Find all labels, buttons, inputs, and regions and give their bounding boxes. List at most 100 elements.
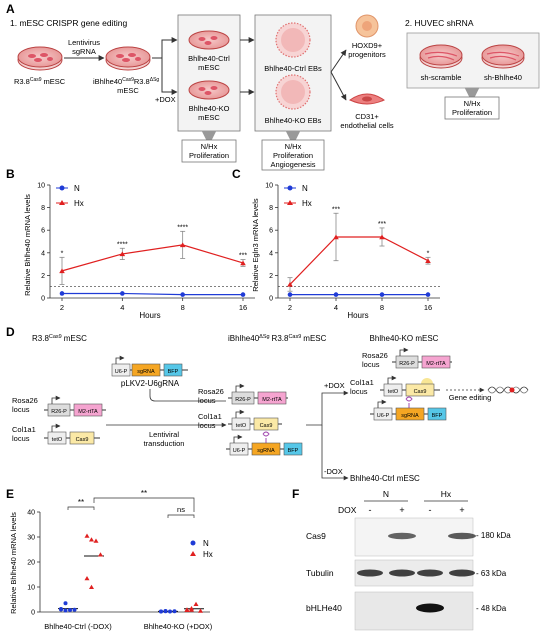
point-hx	[193, 601, 199, 606]
plasmid-sgrna: sgRNA	[137, 369, 155, 375]
legend-e-n-marker	[190, 540, 196, 546]
dox-label: +DOX	[155, 95, 176, 104]
point-hx	[184, 607, 190, 612]
sh-bhlhe40-label: sh-Bhlhe40	[484, 73, 522, 82]
chart-e-cat1: Bhlhe40-Ctrl (-DOX)	[44, 622, 112, 631]
mid-teto: tetO	[236, 423, 247, 429]
ctrl-mesc-l1: Bhlhe40-Ctrl	[188, 54, 230, 63]
chart-e: 0 10 20 30 40	[27, 510, 210, 617]
point-hx	[425, 258, 431, 263]
m-col-l2: locus	[198, 421, 216, 430]
point-n	[172, 609, 177, 614]
point-n	[68, 608, 72, 612]
r-rosa-l1: Rosa26	[362, 351, 388, 360]
outcome-box-3	[444, 96, 500, 120]
dish-ibhlhe40	[105, 46, 151, 71]
point-hx	[189, 607, 194, 612]
outcome-2-l2: Proliferation	[273, 151, 313, 160]
lane-1: -	[369, 505, 372, 515]
point-n	[59, 607, 63, 611]
dish-r38-cas9	[17, 46, 63, 71]
outcome-1-l2: Proliferation	[189, 151, 229, 160]
eb-ko-sphere	[275, 74, 311, 110]
y-tick-label: 2	[269, 273, 273, 280]
point-n	[120, 291, 125, 296]
hoxd9-cell-icon	[355, 14, 379, 38]
outcome-3-l2: Proliferation	[452, 108, 492, 117]
kda-48: - 48 kDa	[476, 604, 507, 613]
right-r26p: R26-P	[399, 361, 415, 367]
minus-dox-label: -DOX	[324, 467, 343, 476]
band-cas9-n-plus	[388, 532, 416, 540]
y-tick-label: 20	[27, 560, 35, 567]
blot-bhlhe40	[354, 591, 474, 631]
panel-a-letter: A	[6, 2, 15, 16]
point-hx	[179, 242, 186, 248]
sig-bracket-between	[93, 497, 195, 512]
dish-2-label-line2: mESC	[117, 86, 139, 95]
hoxd9-l1: HOXD9+	[352, 41, 383, 50]
y-tick-label: 0	[41, 296, 45, 303]
lane-4: +	[459, 505, 464, 515]
plasmid-name: pLKV2-U6gRNA	[121, 379, 180, 388]
y-tick-label: 8	[41, 205, 45, 212]
x-tick-label: 16	[424, 303, 432, 312]
right-cas9: Cas9	[414, 389, 427, 395]
y-tick-label: 0	[269, 296, 273, 303]
section-2-title: 2. HUVEC shRNA	[405, 18, 474, 28]
point-hx	[240, 260, 246, 266]
point-hx	[198, 608, 203, 613]
x-tick-label: 8	[380, 303, 384, 312]
panel-c-letter: C	[232, 167, 241, 181]
right-teto: tetO	[388, 389, 399, 395]
mid-m2rtta: M2-rtTA	[262, 397, 282, 403]
dox-row-label: DOX	[338, 505, 357, 515]
ctrl-ebs-label: Bhlhe40-Ctrl EBs	[264, 64, 322, 73]
row-bhlhe40: bHLHe40	[306, 603, 342, 613]
d-col-l2: locus	[12, 434, 30, 443]
lentiviral-l2: transduction	[144, 439, 185, 448]
plasmid-u6p: U6-P	[115, 369, 128, 375]
legend-e-n: N	[203, 539, 209, 548]
panel-a: A 1. mESC CRISPR gene editing 2. HUVEC s…	[6, 2, 540, 171]
point-n	[163, 609, 168, 613]
cd31-cell-icon	[349, 93, 385, 105]
sig-label: ***	[239, 253, 247, 260]
kda-63: - 63 kDa	[476, 569, 507, 578]
series-line-hx	[61, 244, 244, 272]
band-tub-4	[449, 569, 475, 577]
dish-sh-scramble	[419, 44, 463, 69]
point-n	[287, 292, 293, 297]
outcome-1-l1: N/Hx	[201, 142, 218, 151]
y-tick-label: 6	[41, 228, 45, 235]
outcome-box-1	[181, 139, 237, 163]
chart-b-ylabel: Relative Bhlhe40 mRNA levels	[23, 194, 32, 296]
outcome-2-l1: N/Hx	[285, 142, 302, 151]
sig-label: ****	[117, 241, 128, 248]
point-n	[425, 292, 431, 297]
point-hx	[89, 584, 94, 589]
panel-b-letter: B	[6, 167, 15, 181]
gene-editing-label: Gene editing	[449, 393, 492, 402]
band-tub-3	[417, 569, 443, 577]
right-rosa-locus	[392, 347, 452, 369]
band-tub-1	[357, 569, 383, 577]
point-hx	[84, 533, 90, 538]
mid-u6p: U6-P	[233, 448, 246, 454]
arrow-to-ko	[161, 58, 178, 95]
band-cas9-hx-plus	[448, 532, 476, 540]
point-n	[72, 607, 77, 612]
panel-d: D R3.8Cas9 mESC iBhlhe40ΔSg R3.8Cas9 mESC B…	[6, 325, 529, 483]
plasmid-arrow	[149, 389, 226, 402]
dish-1-label: R3.8Cas9 mESC	[14, 77, 66, 86]
dish-ko	[188, 80, 230, 100]
chart-c-ylabel: Relative Egln3 mRNA levels	[251, 198, 260, 292]
cd31-l1: CD31+	[355, 112, 379, 121]
x-tick-label: 2	[60, 303, 64, 312]
point-n	[180, 292, 185, 297]
point-hx	[333, 234, 339, 240]
r-rosa-l2: locus	[362, 360, 380, 369]
d-rosa-l1: Rosa26	[12, 396, 38, 405]
